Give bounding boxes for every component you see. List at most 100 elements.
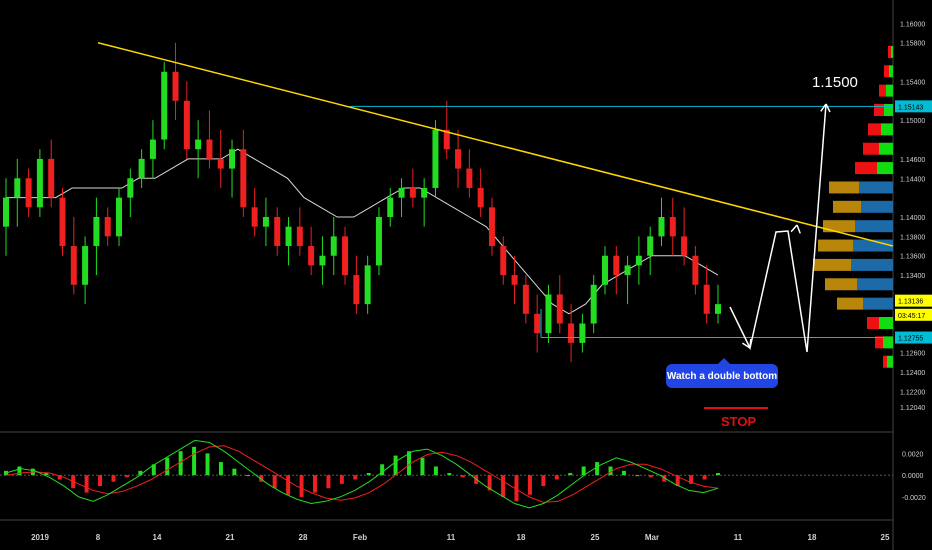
histogram-bar: [716, 473, 720, 476]
price-badge-label: 1.13136: [898, 299, 923, 306]
grid: [0, 0, 894, 550]
candle-body: [48, 158, 55, 198]
histogram-bar: [111, 475, 116, 482]
price-axis: 1.16000 1.15800 1.15400 1.15000 1.14600 1.144…: [900, 21, 926, 502]
time-tick-label: 14: [153, 533, 162, 542]
candle-body: [579, 323, 586, 343]
histogram-bar: [554, 475, 559, 480]
time-tick-label: 21: [226, 533, 235, 542]
volume-profile: [813, 45, 893, 368]
candle-body: [647, 236, 654, 256]
price-badge: [895, 294, 932, 307]
candle-body: [522, 284, 529, 314]
histogram-bar: [44, 473, 49, 476]
histogram-bar: [648, 475, 653, 478]
price-tick-label: 1.14000: [900, 215, 925, 222]
histogram-bar: [151, 464, 156, 476]
profile-bar-gold: [837, 297, 863, 310]
histogram-bar: [366, 473, 371, 476]
histogram-bar: [527, 475, 532, 495]
candle-body: [364, 265, 371, 305]
stop-label: STOP: [721, 414, 756, 429]
histogram-bar: [232, 468, 237, 476]
profile-bar-red: [883, 355, 887, 368]
histogram-bar: [84, 475, 89, 493]
price-tick-label: 1.16000: [900, 21, 925, 28]
histogram-bar: [192, 446, 197, 476]
oscillator-tick-label: -0.0020: [902, 495, 926, 502]
profile-bar-blue: [859, 181, 893, 194]
profile-bar-gold: [829, 181, 859, 194]
candle-body: [545, 294, 552, 334]
histogram-bar: [621, 470, 626, 476]
price-tick-label: 1.12400: [900, 370, 925, 377]
candle-body: [669, 217, 676, 237]
histogram-bar: [259, 475, 264, 482]
profile-bar-blue: [855, 220, 893, 233]
candle-body: [319, 255, 326, 266]
profile-bar-gold: [833, 200, 861, 213]
histogram-bar: [312, 475, 317, 493]
histogram-bar: [286, 475, 291, 495]
histogram-bar: [339, 475, 344, 484]
histogram-bar: [420, 457, 425, 476]
candle-body: [590, 284, 597, 324]
time-tick-label: 25: [881, 533, 890, 542]
histogram-bar: [17, 466, 22, 476]
candle-body: [409, 187, 416, 198]
histogram-bar: [689, 475, 694, 484]
horizontal-levels: [350, 105, 893, 339]
candle-body: [274, 217, 281, 247]
price-badges: 1.15143 1.13136 03:45:17 1.12755: [895, 100, 932, 344]
arrowhead-up-2: [820, 103, 831, 113]
candle-body: [172, 71, 179, 101]
candle-body: [14, 178, 21, 198]
candle-body: [251, 207, 258, 227]
histogram-bar: [608, 466, 613, 476]
candle-body: [601, 255, 608, 285]
candle-body: [477, 187, 484, 208]
moving-average-layer: [6, 148, 719, 315]
histogram-bar: [299, 475, 304, 497]
profile-bar-gold: [813, 258, 851, 271]
profile-bar-blue: [853, 239, 893, 252]
histogram-bar: [702, 475, 707, 480]
time-tick-label: 25: [591, 533, 600, 542]
time-tick-label: Mar: [645, 533, 659, 542]
histogram-bar: [541, 475, 546, 487]
moving-average-line: [6, 148, 719, 315]
candle-body: [70, 246, 77, 285]
histogram-bar: [393, 455, 398, 476]
candle-body: [568, 323, 575, 343]
profile-bar-blue: [851, 258, 893, 271]
candle-body: [296, 226, 303, 247]
candle-body: [229, 149, 236, 169]
price-tick-label: 1.15800: [900, 41, 925, 48]
histogram-bar: [581, 466, 586, 476]
profile-bar-red: [888, 45, 891, 58]
price-tick-label: 1.15000: [900, 118, 925, 125]
candle-body: [353, 275, 360, 305]
candle-body: [556, 294, 563, 324]
profile-bar-blue: [863, 297, 893, 310]
candle-body: [25, 178, 32, 208]
double-bottom-callout: Watch a double bottom: [666, 358, 778, 388]
time-tick-label: 8: [96, 533, 101, 542]
candle-body: [635, 255, 642, 266]
time-tick-label: 18: [808, 533, 817, 542]
price-badge-label: 1.15143: [898, 104, 923, 111]
histogram-bar: [433, 466, 438, 476]
candle-body: [217, 158, 224, 169]
histogram-bar: [245, 475, 250, 477]
candle-body: [195, 139, 202, 150]
histogram-bar: [568, 473, 573, 476]
candle-body: [93, 217, 100, 247]
profile-bar-green: [884, 104, 893, 116]
histogram-bar: [353, 475, 358, 480]
candle-body: [240, 149, 247, 208]
histogram-bar: [380, 464, 385, 476]
candle-body: [692, 255, 699, 285]
candle-body: [342, 236, 349, 276]
profile-bar-green: [879, 317, 893, 329]
